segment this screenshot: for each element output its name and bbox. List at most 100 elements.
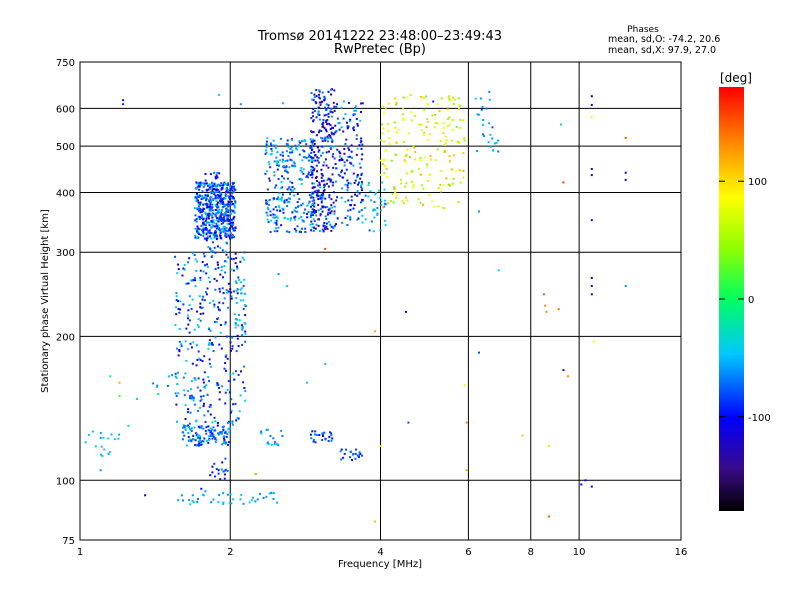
echo-point <box>312 119 315 122</box>
echo-point <box>218 343 221 346</box>
echo-point <box>339 450 342 453</box>
echo-point <box>194 285 197 288</box>
echo-point <box>300 183 303 185</box>
echo-point <box>333 224 336 227</box>
echo-point <box>342 117 345 120</box>
echo-point <box>320 154 323 157</box>
echo-point <box>542 293 545 296</box>
echo-point <box>224 229 227 232</box>
echo-point <box>426 118 429 120</box>
echo-point <box>203 355 206 358</box>
echo-point <box>338 122 341 125</box>
echo-point <box>324 106 326 109</box>
echo-point <box>214 251 217 254</box>
echo-point <box>386 176 389 178</box>
echo-point <box>299 231 302 233</box>
echo-point <box>236 334 239 337</box>
echo-point <box>215 236 218 239</box>
echo-point <box>221 185 224 188</box>
echo-point <box>193 276 196 279</box>
echo-point <box>350 195 353 198</box>
echo-point <box>304 231 307 233</box>
echo-point <box>231 422 234 425</box>
echo-point <box>317 112 320 115</box>
echo-point <box>208 339 211 342</box>
echo-point <box>234 322 237 324</box>
echo-point <box>187 348 190 351</box>
echo-point <box>291 190 293 193</box>
echo-point <box>580 483 583 486</box>
echo-point <box>178 340 181 343</box>
echo-point <box>108 451 111 454</box>
echo-point <box>584 479 587 482</box>
echo-point <box>265 199 268 202</box>
echo-point <box>107 437 110 440</box>
echo-point <box>196 260 199 263</box>
echo-point <box>192 279 195 282</box>
echo-point <box>298 153 301 156</box>
echo-point <box>313 139 316 142</box>
echo-point <box>233 378 236 381</box>
echo-point <box>327 112 330 115</box>
echo-point <box>227 256 230 259</box>
echo-point <box>334 163 337 165</box>
echo-point <box>197 326 200 328</box>
echo-point <box>222 225 225 228</box>
echo-point <box>311 156 314 159</box>
echo-point <box>265 143 268 146</box>
echo-point <box>190 307 193 310</box>
echo-point <box>225 214 228 217</box>
echo-point <box>230 209 233 212</box>
echo-point <box>341 187 344 190</box>
echo-point <box>320 130 323 132</box>
echo-point <box>308 159 310 162</box>
echo-point <box>324 97 327 100</box>
echo-point <box>451 182 454 185</box>
echo-point <box>348 101 350 104</box>
echo-point <box>266 170 268 173</box>
echo-point <box>308 153 310 156</box>
echo-point <box>322 179 325 182</box>
echo-point <box>356 218 359 221</box>
echo-point <box>293 210 296 213</box>
echo-point <box>205 293 208 296</box>
echo-point <box>202 207 205 210</box>
echo-point <box>342 130 345 133</box>
echo-point <box>223 220 226 223</box>
echo-point <box>427 139 429 142</box>
echo-point <box>285 166 288 169</box>
echo-point <box>215 279 218 282</box>
echo-point <box>220 347 223 350</box>
data-points <box>84 88 627 523</box>
echo-point <box>199 406 201 409</box>
echo-point <box>275 227 277 230</box>
echo-point <box>199 208 202 211</box>
echo-point <box>208 362 211 365</box>
echo-point <box>308 200 311 203</box>
echo-point <box>402 119 405 122</box>
echo-point <box>167 375 170 378</box>
echo-point <box>232 290 235 293</box>
echo-point <box>293 162 296 165</box>
echo-point <box>202 230 205 233</box>
echo-point <box>280 224 283 227</box>
echo-point <box>413 146 416 149</box>
echo-point <box>231 347 234 350</box>
echo-point <box>208 200 211 203</box>
echo-point <box>321 439 324 441</box>
echo-point <box>216 195 219 198</box>
echo-point <box>348 120 351 123</box>
echo-point <box>330 439 333 442</box>
echo-point <box>175 376 178 379</box>
echo-point <box>99 431 102 434</box>
echo-point <box>351 459 353 461</box>
echo-point <box>324 225 327 228</box>
echo-point <box>109 375 112 378</box>
echo-point <box>283 177 285 180</box>
echo-point <box>194 439 197 442</box>
echo-point <box>321 173 324 176</box>
echo-point <box>349 204 352 206</box>
echo-point <box>208 358 211 361</box>
echo-point <box>309 138 312 141</box>
echo-point <box>262 496 265 499</box>
